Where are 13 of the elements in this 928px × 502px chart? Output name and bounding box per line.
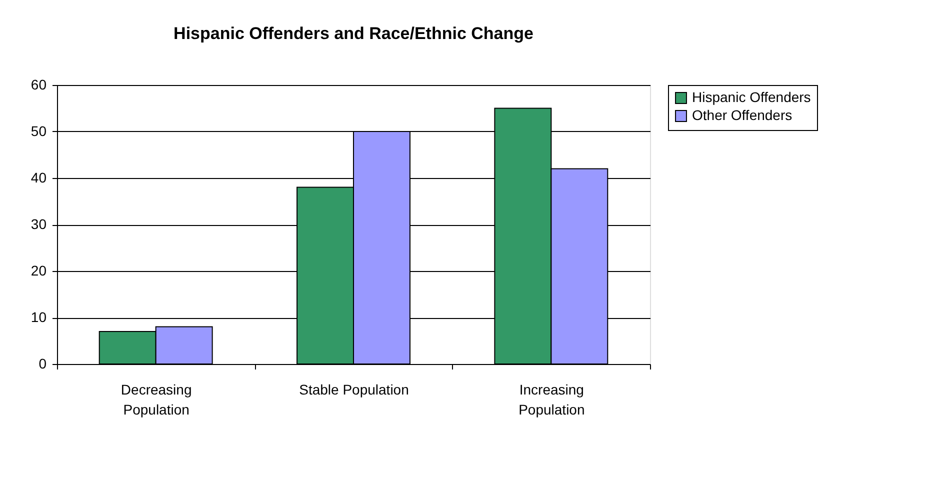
x-tick-label: Stable Population [299, 382, 409, 398]
y-tick-label: 40 [30, 170, 47, 186]
y-tick-label: 20 [30, 262, 47, 278]
y-tick-label: 30 [30, 216, 47, 232]
y-tick-label: 0 [38, 356, 47, 372]
y-tick-label: 10 [30, 309, 47, 325]
chart-title: Hispanic Offenders and Race/Ethnic Change [174, 24, 534, 43]
y-tick-label: 50 [30, 123, 47, 139]
legend-label: Other Offenders [692, 107, 792, 123]
y-tick-label: 60 [30, 76, 47, 92]
legend-label: Hispanic Offenders [692, 89, 811, 105]
x-tick-label: Decreasing Population [120, 382, 192, 418]
x-tick-label: Increasing Population [518, 382, 585, 418]
